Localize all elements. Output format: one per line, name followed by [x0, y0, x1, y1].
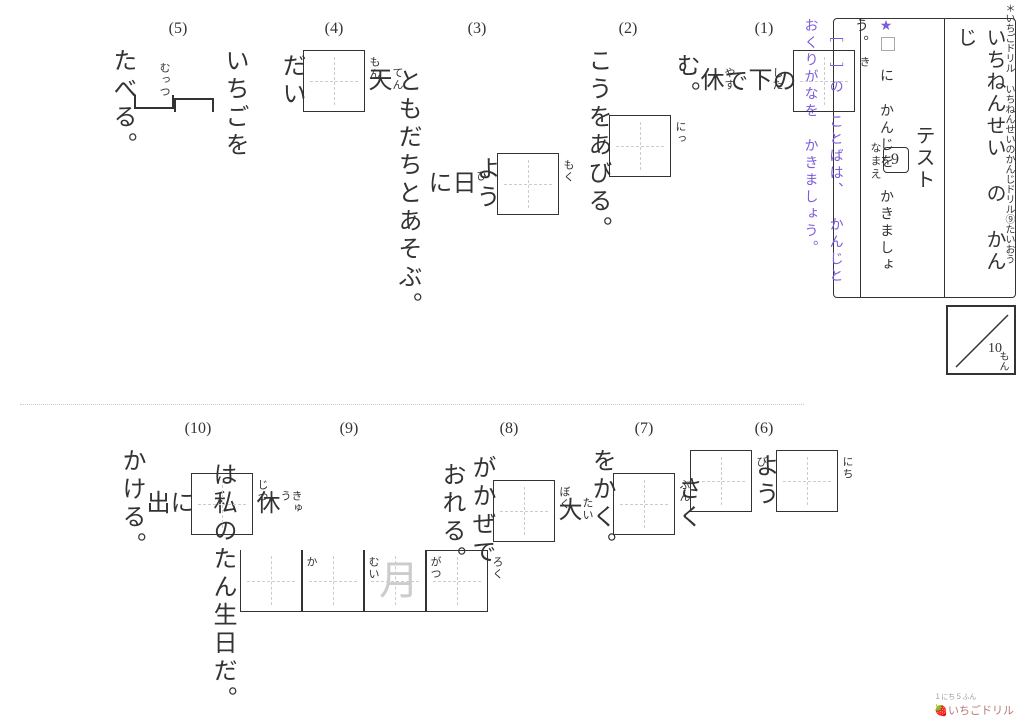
bracket-top [174, 98, 214, 112]
answer-box[interactable] [497, 153, 559, 215]
title-col: いちねんせい の かんじ [944, 19, 1015, 297]
question-9: (9) ろく 月がつ むい か は私のたん生日だ。 [284, 420, 414, 714]
text: だい [279, 53, 303, 109]
answer-box[interactable] [303, 50, 365, 112]
star-icon: ★ [878, 18, 893, 37]
kanji: 出 [143, 490, 167, 518]
furigana: ろく [491, 556, 502, 580]
answer-box[interactable] [609, 115, 671, 177]
furigana: たい [581, 497, 592, 521]
text: よう [473, 156, 497, 212]
answer-box[interactable] [493, 480, 555, 542]
kanji: 日 [448, 170, 474, 198]
question-1: (1) き の 下した で 休やす む。 [724, 20, 804, 114]
question-2: (2) にっ こうをあびる。 [588, 20, 668, 244]
furigana: び [755, 456, 766, 468]
furigana: もん [368, 56, 379, 80]
score-unit: もん [995, 351, 1010, 371]
text: かける。 [119, 448, 143, 560]
furigana: もく [562, 159, 573, 183]
text: いちごを [222, 48, 246, 160]
q8-num: (8) [500, 420, 519, 438]
furigana: じつ [256, 479, 267, 503]
furigana: び [475, 170, 486, 182]
answer-box[interactable] [793, 50, 855, 112]
text: たべる。 [110, 48, 134, 160]
answer-box-prefilled: 月 [364, 550, 426, 612]
furigana: がつ [429, 556, 440, 580]
text: に [167, 490, 191, 518]
text: こうをあびる。 [585, 48, 609, 244]
logo-text: 🍓いちごドリル [934, 705, 1014, 717]
score-box: 10 もん [946, 305, 1016, 375]
furigana: した [771, 67, 782, 91]
q9-num: (9) [340, 420, 359, 438]
furigana: にっ [674, 121, 685, 145]
q10-num: (10) [185, 420, 212, 438]
question-3: (3) もく よう 日び に ともだちとあそぶ。 [422, 20, 532, 320]
furigana: ぼく [558, 486, 569, 510]
q3-num: (3) [468, 20, 487, 38]
furigana: むっつ [158, 62, 169, 98]
furigana: にち [841, 456, 852, 480]
q2-num: (2) [619, 20, 638, 38]
question-6: (6) にち よう び [724, 420, 804, 514]
furigana: き [858, 56, 869, 68]
answer-box[interactable] [776, 450, 838, 512]
logo-sub: １にち５ふん [934, 692, 1014, 702]
q1-num: (1) [755, 20, 774, 38]
question-7: (7) さく ぶん をかく。 [604, 420, 684, 560]
answer-box[interactable] [191, 473, 253, 535]
furigana: やす [723, 67, 734, 91]
box-icon [881, 37, 895, 51]
title-line2: テスト [909, 125, 938, 191]
kanji: 下 [744, 67, 770, 95]
text: ともだちとあそぶ。 [395, 68, 419, 320]
question-4: (4) 天てん もん だい [294, 20, 374, 114]
q7-num: (7) [635, 420, 654, 438]
furigana: ぶん [678, 479, 689, 503]
title-line1: いちねんせい の かんじ [951, 27, 1009, 289]
furigana: てん [391, 67, 402, 91]
questions-area: (1) き の 下した で 休やす む。 (2) にっ こうをあびる。 (3) … [0, 0, 824, 724]
furigana: きゅう [279, 490, 301, 518]
question-10: (10) 休きゅう じつ に 出 かける。 [158, 420, 238, 560]
q6-num: (6) [755, 420, 774, 438]
text: む。 [673, 53, 697, 109]
answer-box[interactable] [613, 473, 675, 535]
furigana: か [305, 556, 316, 568]
q4-num: (4) [325, 20, 344, 38]
text: に [425, 170, 449, 198]
question-5: (5) いちごを むっつ たべる。 [118, 20, 238, 160]
kanji: 休 [696, 67, 722, 95]
logo: １にち５ふん 🍓いちごドリル [934, 692, 1014, 718]
q5-num: (5) [169, 20, 188, 38]
